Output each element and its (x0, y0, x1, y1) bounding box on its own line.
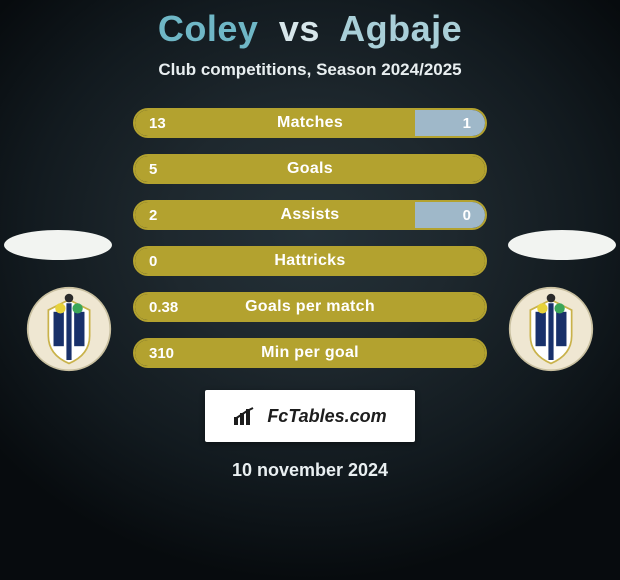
brand-chart-icon (233, 406, 261, 426)
stat-label: Goals (199, 160, 421, 178)
stat-label: Goals per match (199, 298, 421, 316)
stat-value-left: 5 (135, 161, 199, 178)
stat-label: Min per goal (199, 344, 421, 362)
stat-label: Matches (199, 114, 421, 132)
stat-value-right: 0 (421, 207, 485, 224)
title-vs: vs (279, 8, 320, 49)
stat-bar: 13Matches1 (133, 108, 487, 138)
stat-bar: 5Goals (133, 154, 487, 184)
player1-club-crest (26, 286, 112, 372)
subtitle: Club competitions, Season 2024/2025 (158, 60, 461, 80)
player2-club-crest (508, 286, 594, 372)
stat-value-right: 1 (421, 115, 485, 132)
player2-photo-placeholder (508, 230, 616, 260)
brand-text: FcTables.com (267, 406, 386, 427)
stat-value-left: 13 (135, 115, 199, 132)
brand-badge: FcTables.com (205, 390, 415, 442)
date-text: 10 november 2024 (232, 460, 388, 481)
stat-value-left: 0.38 (135, 299, 199, 316)
title-player1: Coley (158, 8, 259, 49)
stat-value-left: 0 (135, 253, 199, 270)
stat-bar: 310Min per goal (133, 338, 487, 368)
player1-photo-placeholder (4, 230, 112, 260)
title-player2: Agbaje (339, 8, 462, 49)
page-title: Coley vs Agbaje (158, 8, 462, 50)
stat-value-left: 310 (135, 345, 199, 362)
stat-bar: 0.38Goals per match (133, 292, 487, 322)
stat-bar: 2Assists0 (133, 200, 487, 230)
stat-label: Assists (199, 206, 421, 224)
stat-bar: 0Hattricks (133, 246, 487, 276)
stat-value-left: 2 (135, 207, 199, 224)
stat-label: Hattricks (199, 252, 421, 270)
stat-bars: 13Matches15Goals2Assists00Hattricks0.38G… (133, 108, 487, 368)
